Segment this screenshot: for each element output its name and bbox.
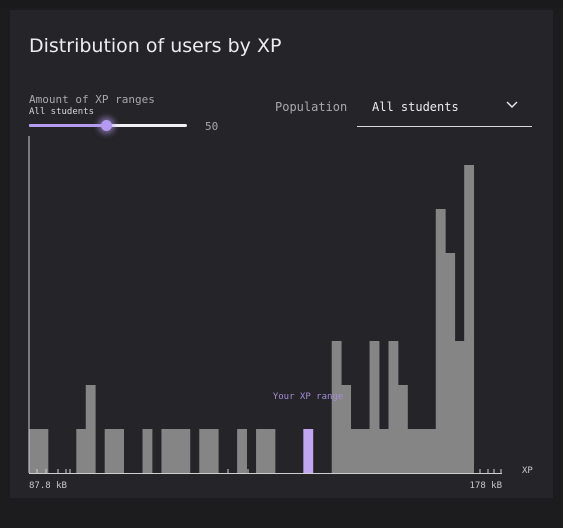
x-min-label: 87.8 kB [29,481,67,491]
histogram-bar [208,429,219,473]
histogram-bar [341,385,352,473]
histogram-bar [85,385,96,473]
population-label: Population [275,100,348,114]
histogram-bar [416,429,427,473]
histogram-bar [454,341,465,473]
card-title: Distribution of users by XP [29,35,282,57]
xp-ranges-sublabel: All students [29,107,95,117]
slider-thumb[interactable] [101,120,113,131]
chevron-down-icon [506,101,518,108]
histogram-bar [388,341,399,473]
histogram-bar [331,341,342,473]
histogram-bar [435,209,446,473]
histogram-bar [199,429,210,473]
histogram-bar [445,253,456,473]
x-axis-title: XP [522,466,533,476]
histogram-bar [76,429,87,473]
slider-fill [29,124,107,127]
histogram-bar [464,165,475,473]
xp-ranges-slider[interactable] [29,120,187,131]
histogram-bar [38,429,49,473]
histogram-bar [379,429,389,473]
histogram-bar [237,429,247,473]
xp-distribution-card: Distribution of users by XP Amount of XP… [10,10,553,498]
histogram-bar [265,429,276,473]
histogram-bar [360,429,370,473]
xp-ranges-value: 50 [205,120,219,133]
histogram-bar [426,429,437,473]
your-xp-range-label: Your XP range [273,392,343,402]
histogram-bar [142,429,153,473]
histogram-bar [170,429,181,473]
histogram-bar [180,429,191,473]
x-max-label: 178 kB [469,481,502,491]
population-select[interactable]: All students [357,94,532,127]
histogram-bar [114,429,124,473]
histogram-bar [397,385,408,473]
top-bar [0,0,563,8]
histogram-bar [369,341,380,473]
histogram-bar [104,429,115,473]
population-selected-value: All students [372,100,459,114]
histogram-bar [256,429,266,473]
histogram-bar [161,429,172,473]
histogram-bar [407,429,418,473]
histogram-bar [350,429,361,473]
your-xp-range-bar [303,429,314,473]
xp-histogram: Your XP range 87.8 kB 178 kB XP [28,136,533,491]
histogram-bar [29,429,39,473]
xp-ranges-label: Amount of XP ranges [29,93,155,106]
